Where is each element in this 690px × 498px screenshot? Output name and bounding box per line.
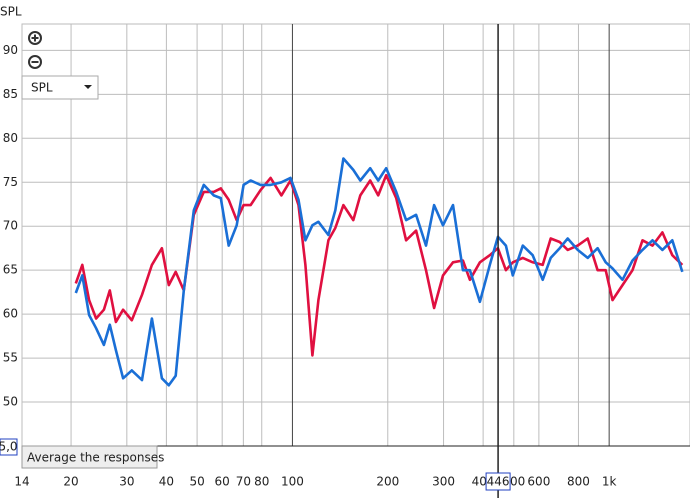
dropdown-label: SPL [31,81,53,95]
cursor-x-label: 446 [487,475,510,489]
curves [74,157,684,387]
x-tick-label: 70 [236,475,251,489]
zoom-in[interactable] [28,31,42,45]
x-tick-label: 200 [376,475,399,489]
x-tick-label: 30 [119,475,134,489]
x-tick-label: 14 [14,475,29,489]
cursor-x-box [485,472,511,491]
series-line [74,173,684,357]
cursor-y-box [0,438,18,456]
y-tick-label: 70 [3,219,18,233]
x-tick-label: 600 [527,475,550,489]
x-tick-label: 50 [189,475,204,489]
tooltip-text: Average the responses [27,451,164,465]
y-tick-label: 55 [3,351,18,365]
x-tick-label: 80 [254,475,269,489]
x-tick-label: 100 [281,475,304,489]
cursor-y-label: 5,0 [0,440,18,454]
series-line [74,157,684,387]
x-tick-label: 300 [432,475,455,489]
y-tick-label: 90 [3,43,18,57]
y-tick-label: 50 [3,395,18,409]
y-tick-label: 85 [3,87,18,101]
x-tick-label: 60 [215,475,230,489]
y-tick-label: 65 [3,263,18,277]
x-tick-label: 800 [567,475,590,489]
plot-area [21,23,690,447]
zoom-out[interactable] [28,55,42,69]
dropdown[interactable]: SPL [21,75,99,100]
x-tick-label: 20 [63,475,78,489]
tooltip: Average the responses [21,445,164,469]
x-tick-label: 1k [602,475,617,489]
x-tick-label: 40 [159,475,174,489]
y-axis-label: SPL [0,5,22,19]
y-tick-label: 75 [3,175,18,189]
y-tick-label: 60 [3,307,18,321]
y-tick-label: 80 [3,131,18,145]
